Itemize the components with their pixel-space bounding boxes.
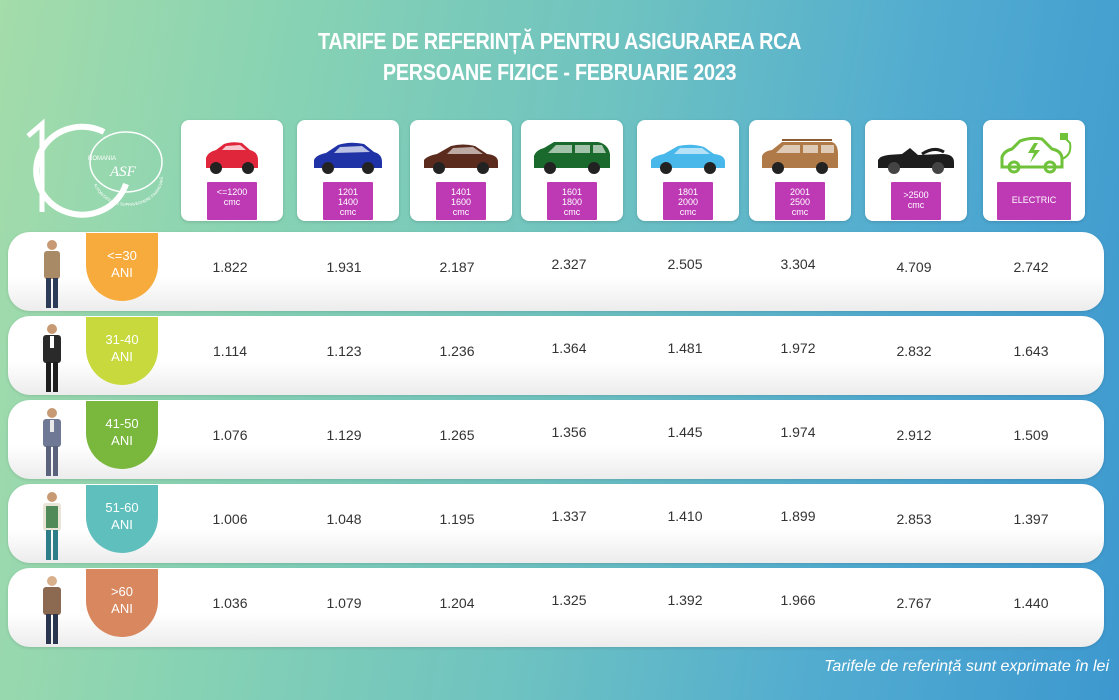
category-card-5: 1801 2000 cmc xyxy=(637,120,739,221)
rate-value: 1.974 xyxy=(780,424,816,440)
small-hatchback-icon xyxy=(206,142,258,174)
rate-value: 3.304 xyxy=(780,256,816,272)
electric-car-icon xyxy=(1000,133,1072,174)
rate-value: 4.709 xyxy=(896,259,932,275)
station-wagon-icon xyxy=(762,139,838,174)
rate-value: 1.204 xyxy=(439,595,475,611)
saloon-car-icon xyxy=(651,144,725,174)
rate-value: 1.509 xyxy=(1013,427,1049,443)
rate-value: 1.822 xyxy=(212,259,248,275)
rate-value: 1.356 xyxy=(551,424,587,440)
category-card-3: 1401 1600 cmc xyxy=(410,120,512,221)
rate-value: 1.481 xyxy=(667,340,703,356)
rate-value: 1.899 xyxy=(780,508,816,524)
rate-value: 1.129 xyxy=(326,427,362,443)
minivan-icon xyxy=(534,142,610,174)
table-row: 41-50 ANI 1.076 1.129 1.265 1.356 1.445 1… xyxy=(8,400,1104,479)
asf-10-years-logo: ROMANIA ASF AUTORITATEA DE SUPRAVEGHERE … xyxy=(26,118,164,218)
category-card-8: ELECTRIC xyxy=(983,120,1085,221)
age-badge: >60 ANI xyxy=(86,569,158,637)
rate-value: 1.397 xyxy=(1013,511,1049,527)
category-label: >2500 cmc xyxy=(891,182,941,220)
rate-value: 1.392 xyxy=(667,592,703,608)
rate-value: 1.440 xyxy=(1013,595,1049,611)
category-label: ELECTRIC xyxy=(997,182,1071,220)
table-row: <=30 ANI 1.822 1.931 2.187 2.327 2.505 3.… xyxy=(8,232,1104,311)
category-card-7: >2500 cmc xyxy=(865,120,967,221)
rate-value: 2.187 xyxy=(439,259,475,275)
page-title: TARIFE DE REFERINȚĂ PENTRU ASIGURAREA RC… xyxy=(78,26,1040,88)
footnote: Tarifele de referință sunt exprimate în … xyxy=(824,658,1109,675)
rate-value: 1.006 xyxy=(212,511,248,527)
title-line-2: PERSOANE FIZICE - FEBRUARIE 2023 xyxy=(382,59,737,85)
middle-aged-man-icon xyxy=(43,408,61,476)
elderly-man-icon xyxy=(43,576,61,644)
category-label: 1601 1800 cmc xyxy=(547,182,597,220)
rate-value: 1.265 xyxy=(439,427,475,443)
age-badge: 41-50 ANI xyxy=(86,401,158,469)
category-card-2: 1201 1400 cmc xyxy=(297,120,399,221)
rate-value: 1.076 xyxy=(212,427,248,443)
rate-value: 2.912 xyxy=(896,427,932,443)
age-badge: 51-60 ANI xyxy=(86,485,158,553)
rate-value: 2.742 xyxy=(1013,259,1049,275)
table-row: 31-40 ANI 1.114 1.123 1.236 1.364 1.481 1… xyxy=(8,316,1104,395)
young-man-icon xyxy=(44,240,60,308)
category-label: 1801 2000 cmc xyxy=(663,182,713,220)
rate-value: 2.505 xyxy=(667,256,703,272)
category-label: <=1200 cmc xyxy=(207,182,257,220)
rate-value: 2.853 xyxy=(896,511,932,527)
rate-value: 1.123 xyxy=(326,343,362,359)
category-card-4: 1601 1800 cmc xyxy=(521,120,623,221)
rate-value: 1.337 xyxy=(551,508,587,524)
rate-value: 1.195 xyxy=(439,511,475,527)
rate-value: 1.236 xyxy=(439,343,475,359)
age-badge: 31-40 ANI xyxy=(86,317,158,385)
category-label: 1201 1400 cmc xyxy=(323,182,373,220)
rate-value: 1.325 xyxy=(551,592,587,608)
rate-value: 1.931 xyxy=(326,259,362,275)
category-card-6: 2001 2500 cmc xyxy=(749,120,851,221)
rate-value: 1.114 xyxy=(213,343,247,359)
title-line-1: TARIFE DE REFERINȚĂ PENTRU ASIGURAREA RC… xyxy=(317,28,802,54)
logo-acronym: ASF xyxy=(109,164,137,180)
rate-value: 2.767 xyxy=(896,595,932,611)
age-badge: <=30 ANI xyxy=(86,233,158,301)
rate-value: 1.966 xyxy=(780,592,816,608)
rate-value: 1.036 xyxy=(212,595,248,611)
category-label: 2001 2500 cmc xyxy=(775,182,825,220)
table-row: 51-60 ANI 1.006 1.048 1.195 1.337 1.410 1… xyxy=(8,484,1104,563)
rate-value: 1.643 xyxy=(1013,343,1049,359)
rate-value: 1.410 xyxy=(667,508,703,524)
logo-country: ROMANIA xyxy=(88,156,116,162)
rate-value: 1.364 xyxy=(551,340,587,356)
category-card-1: <=1200 cmc xyxy=(181,120,283,221)
rate-value: 1.972 xyxy=(780,340,816,356)
convertible-icon xyxy=(878,147,954,174)
category-label: 1401 1600 cmc xyxy=(436,182,486,220)
rate-value: 1.079 xyxy=(326,595,362,611)
businessman-icon xyxy=(43,324,61,392)
rate-value: 1.048 xyxy=(326,511,362,527)
table-row: >60 ANI 1.036 1.079 1.204 1.325 1.392 1.9… xyxy=(8,568,1104,647)
older-man-icon xyxy=(43,492,61,560)
rate-value: 2.327 xyxy=(551,256,587,272)
compact-car-icon xyxy=(314,142,382,174)
rate-value: 1.445 xyxy=(667,424,703,440)
rate-value: 2.832 xyxy=(896,343,932,359)
sedan-icon xyxy=(424,144,498,174)
